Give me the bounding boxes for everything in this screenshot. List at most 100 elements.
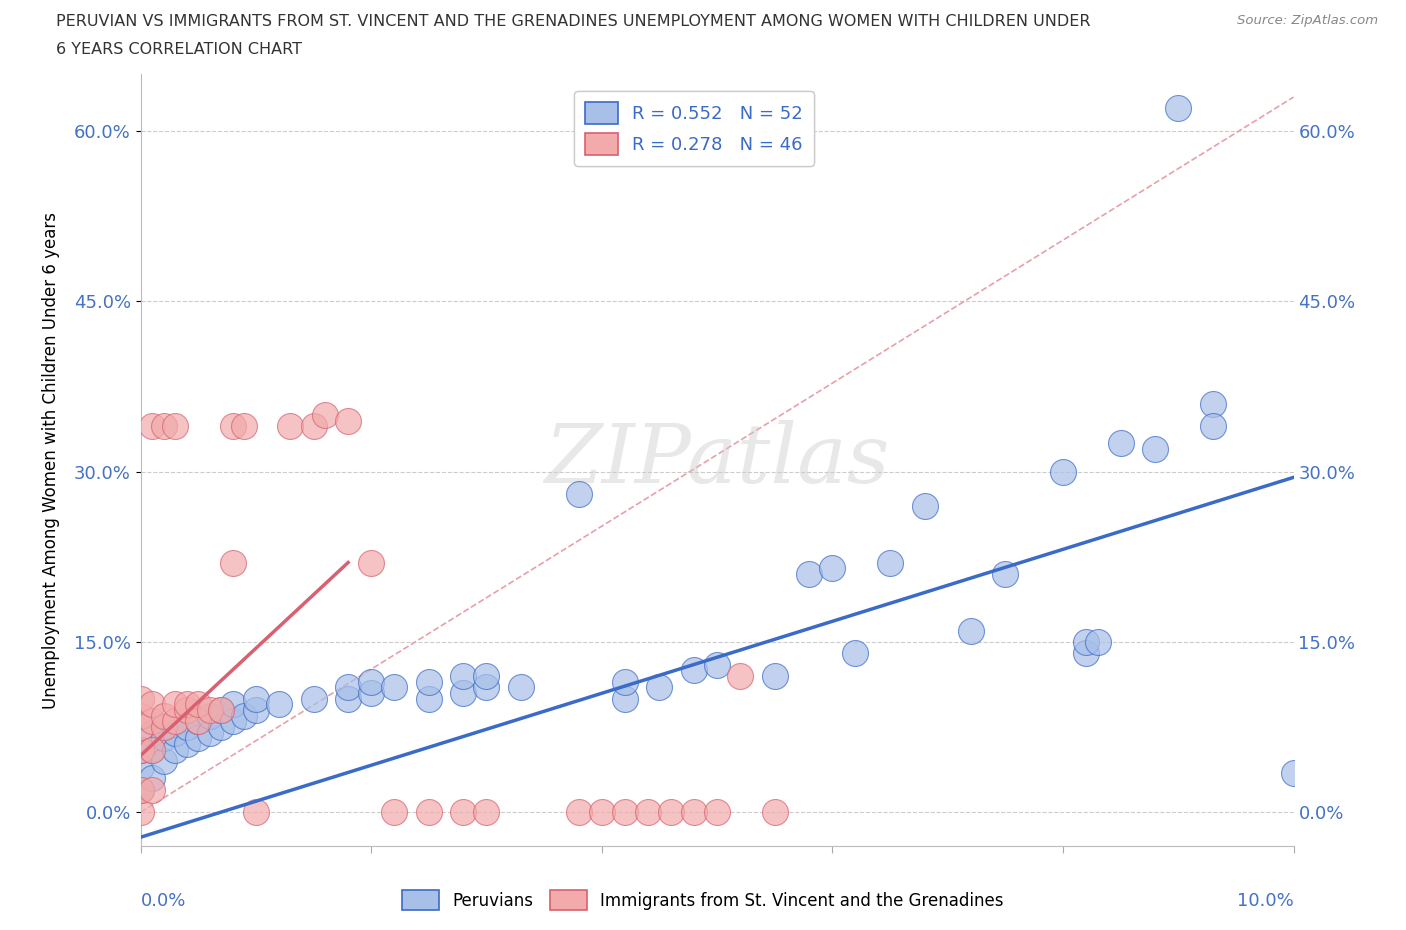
Point (360, 674, 382, 689)
Point (165, 418, 187, 433)
Point (475, 804, 498, 819)
Legend: R = 0.552   N = 52, R = 0.278   N = 46: R = 0.552 N = 52, R = 0.278 N = 46 (574, 91, 814, 166)
Point (763, 804, 786, 819)
Point (152, 709, 174, 724)
Point (475, 669, 498, 684)
Point (176, 737, 198, 751)
Point (418, 804, 440, 819)
Point (222, 697, 245, 711)
Point (141, 418, 163, 433)
Point (763, 669, 786, 684)
Point (959, 623, 981, 638)
Point (141, 725, 163, 740)
Point (222, 418, 245, 433)
Point (1109, 436, 1132, 451)
Point (152, 418, 174, 433)
Point (1144, 442, 1167, 457)
Text: 6 YEARS CORRELATION CHART: 6 YEARS CORRELATION CHART (56, 42, 302, 57)
Point (510, 680, 533, 695)
Point (1074, 634, 1097, 649)
Point (453, 685, 475, 700)
Point (1202, 418, 1225, 433)
Y-axis label: Unemployment Among Women with Children Under 6 years: Unemployment Among Women with Children U… (42, 212, 60, 709)
Point (1202, 396, 1225, 411)
Point (129, 709, 152, 724)
Point (165, 714, 187, 729)
Point (187, 714, 209, 729)
Text: 10.0%: 10.0% (1237, 892, 1294, 910)
Point (418, 691, 440, 706)
Point (821, 561, 844, 576)
Point (637, 804, 659, 819)
Point (141, 771, 163, 786)
Point (129, 760, 152, 775)
Text: PERUVIAN VS IMMIGRANTS FROM ST. VINCENT AND THE GRENADINES UNEMPLOYMENT AMONG WO: PERUVIAN VS IMMIGRANTS FROM ST. VINCENT … (56, 14, 1091, 29)
Point (152, 753, 174, 768)
Point (418, 674, 440, 689)
Point (879, 555, 901, 570)
Point (198, 709, 221, 724)
Point (187, 714, 209, 729)
Point (280, 418, 302, 433)
Point (706, 804, 728, 819)
Point (129, 742, 152, 757)
Point (141, 742, 163, 757)
Point (129, 742, 152, 757)
Point (1087, 634, 1109, 649)
Point (302, 418, 325, 433)
Text: Source: ZipAtlas.com: Source: ZipAtlas.com (1237, 14, 1378, 27)
Point (659, 804, 682, 819)
Point (453, 804, 475, 819)
Point (187, 731, 209, 746)
Point (187, 697, 209, 711)
Point (141, 782, 163, 797)
Point (337, 413, 360, 428)
Point (245, 703, 267, 718)
Point (198, 703, 221, 718)
Point (165, 742, 187, 757)
Point (222, 555, 245, 570)
Point (129, 720, 152, 735)
Point (141, 714, 163, 729)
Point (360, 555, 382, 570)
Point (209, 703, 232, 718)
Point (176, 703, 198, 718)
Point (1052, 464, 1074, 479)
Point (222, 714, 245, 729)
Point (129, 782, 152, 797)
Point (1282, 765, 1305, 780)
Point (165, 725, 187, 740)
Point (209, 703, 232, 718)
Point (591, 804, 613, 819)
Point (245, 691, 267, 706)
Point (176, 697, 198, 711)
Point (613, 804, 636, 819)
Point (799, 566, 821, 581)
Point (568, 804, 591, 819)
Point (267, 697, 290, 711)
Point (648, 680, 671, 695)
Point (728, 669, 751, 684)
Point (706, 658, 728, 672)
Point (152, 720, 174, 735)
Point (1074, 645, 1097, 660)
Point (568, 487, 591, 502)
Point (683, 663, 706, 678)
Point (129, 691, 152, 706)
Legend: Peruvians, Immigrants from St. Vincent and the Grenadines: Peruvians, Immigrants from St. Vincent a… (395, 884, 1011, 917)
Point (165, 697, 187, 711)
Text: 0.0%: 0.0% (141, 892, 186, 910)
Point (844, 645, 866, 660)
Point (337, 680, 360, 695)
Point (176, 720, 198, 735)
Point (233, 418, 256, 433)
Point (141, 742, 163, 757)
Point (245, 804, 267, 819)
Point (360, 685, 382, 700)
Point (914, 498, 936, 513)
Point (141, 697, 163, 711)
Point (129, 782, 152, 797)
Point (337, 691, 360, 706)
Point (382, 680, 405, 695)
Point (129, 33, 152, 47)
